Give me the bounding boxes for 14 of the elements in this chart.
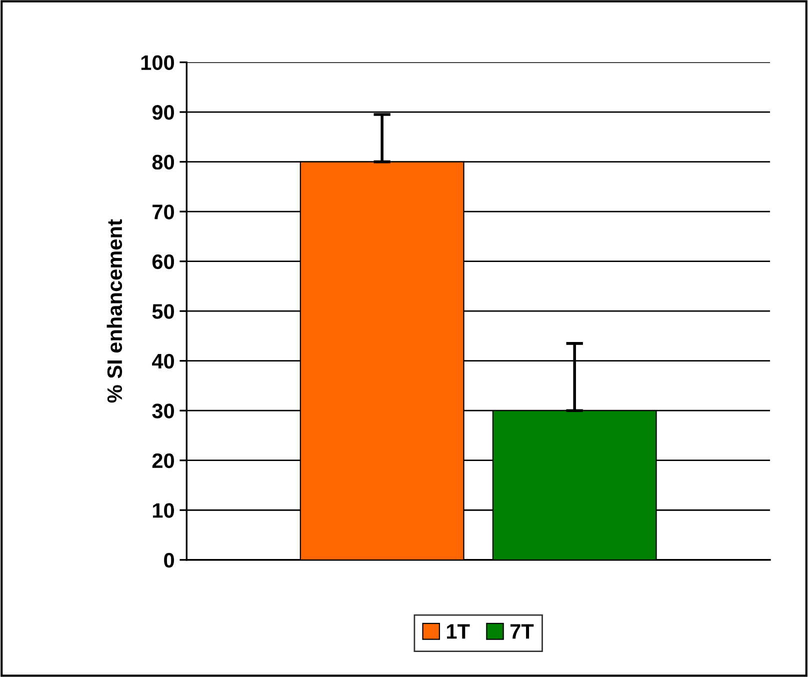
y-tick-label: 30 [152, 404, 174, 418]
legend-label: 7T [510, 624, 534, 639]
y-tick-label: 40 [152, 354, 174, 369]
y-tick-label: 50 [152, 304, 174, 319]
y-tick-label: 100 [141, 55, 174, 70]
y-tick-label: 10 [152, 503, 174, 518]
y-tick-label: 60 [152, 254, 174, 270]
y-axis-title: % SI enhancement [106, 219, 122, 403]
y-tick-label: 20 [152, 453, 174, 468]
y-tick-label: 90 [152, 105, 174, 120]
y-tick-label: 0 [164, 552, 174, 568]
legend-label: 1T [447, 624, 470, 639]
y-tick-label: 80 [152, 154, 174, 170]
y-tick-label: 70 [152, 204, 174, 220]
